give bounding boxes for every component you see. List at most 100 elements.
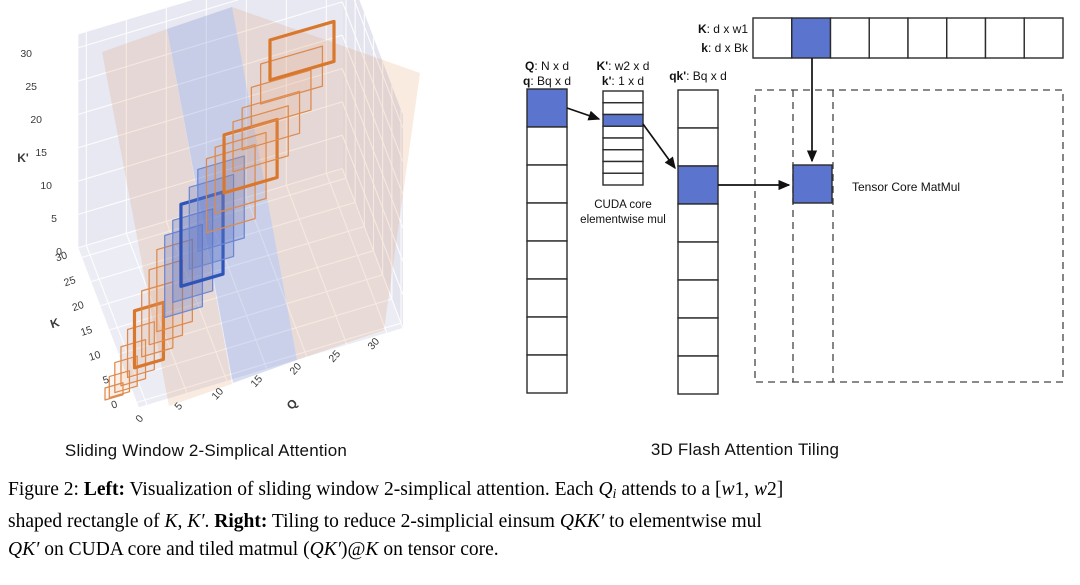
qk-column-cell <box>677 279 719 319</box>
caption-segment: , <box>177 511 188 532</box>
kprime-column-cell <box>602 125 644 139</box>
caption-segment: Tiling to reduce 2-simplicial einsum <box>267 511 560 532</box>
q-tick-label: 25 <box>326 348 343 365</box>
grid-line <box>78 168 343 249</box>
kprime-matrix-label-line2: k': 1 x d <box>602 74 644 88</box>
caption-segment: Q <box>598 479 613 500</box>
grid-line <box>205 209 268 370</box>
caption-segment: to elementwise mul <box>604 511 762 532</box>
tensor-core-matmul-label: Tensor Core MatMul <box>852 180 960 194</box>
kprime-column-cell <box>602 160 644 174</box>
grid-line <box>341 135 404 295</box>
figure-caption: Figure 2: Left: Visualization of sliding… <box>8 476 1074 564</box>
grid-line <box>78 34 343 115</box>
kprime-tick-label: 5 <box>51 213 57 225</box>
blue-attention-window <box>164 223 204 319</box>
grid-line <box>78 0 240 49</box>
caption-segment: K <box>164 511 178 532</box>
grid-line <box>341 101 404 262</box>
k-matrix-label-line1: K: d x w1 <box>698 22 748 36</box>
kprime-column-cell <box>602 149 644 163</box>
caption-line: QK′ on CUDA core and tiled matmul (QK′)@… <box>8 536 1074 564</box>
grid-line <box>78 68 343 149</box>
grid-line <box>325 173 388 334</box>
k-tick-label: 0 <box>110 398 119 411</box>
plot-right-wall <box>342 0 403 329</box>
k-tick-label: 20 <box>71 299 86 314</box>
caption-segment: . <box>204 511 215 532</box>
kprime-column-cell <box>602 113 644 127</box>
kprime-column-cell <box>602 102 644 116</box>
grid-line <box>341 35 404 195</box>
qk-column-cell <box>677 355 719 395</box>
caption-segment: w <box>721 479 735 500</box>
k-row-cell <box>868 17 909 59</box>
k-row-cell <box>752 17 793 59</box>
qk-column-cell <box>677 127 719 167</box>
qk-column-cell <box>677 203 719 243</box>
caption-segment: 2] <box>767 479 784 500</box>
kprime-tick-label: 10 <box>40 180 52 192</box>
caption-segment: Left: <box>83 479 125 500</box>
kprime-tick-label: 25 <box>25 81 37 93</box>
grid-line <box>81 177 347 258</box>
caption-segment: 1, <box>734 479 755 500</box>
caption-segment: i <box>612 486 617 502</box>
caption-segment: shaped rectangle of <box>8 511 165 532</box>
kprime-column-cell <box>602 172 644 186</box>
orange-span-plane-right <box>232 7 420 360</box>
caption-segment: )@ <box>340 539 366 560</box>
k-row-cell <box>1023 17 1064 59</box>
arrow-q-to-kprime <box>566 107 601 121</box>
caption-line: Figure 2: Left: Visualization of sliding… <box>8 476 1074 508</box>
grid-line <box>285 185 348 346</box>
orange-span-plane-left <box>102 29 232 406</box>
tiling-dashed-region <box>754 89 1064 383</box>
orange-attention-window <box>205 143 256 234</box>
caption-segment: on CUDA core and tiled matmul ( <box>39 539 310 560</box>
q-column-cell <box>526 202 568 242</box>
q-tick-label: 20 <box>287 361 304 378</box>
caption-segment: QK′ <box>8 539 40 560</box>
dataflow-arrows <box>566 58 818 191</box>
kprime-column-cell <box>602 137 644 151</box>
k-row-cell <box>829 17 870 59</box>
caption-segment: attends to a [ <box>616 479 722 500</box>
caption-segment: w <box>754 479 768 500</box>
cuda-core-label-line2: elementwise mul <box>580 214 666 226</box>
grid-line <box>100 226 365 307</box>
kprime-tick-label: 30 <box>20 48 32 60</box>
matrix-tiles <box>526 17 1064 395</box>
flash-attention-tiling-diagram: Q: N x d q: Bq x d K': w2 x d k': 1 x d … <box>523 17 1064 395</box>
grid-line <box>165 221 228 382</box>
qk-column-cell <box>677 89 719 129</box>
q-matrix-label-line2: q: Bq x d <box>523 74 571 88</box>
grid-line <box>353 0 404 129</box>
q-axis-label: Q <box>284 396 301 412</box>
blue-attention-window <box>188 173 235 270</box>
q-column-cell <box>526 88 568 128</box>
plot-gridlines <box>78 0 404 406</box>
caption-segment: QKK′ <box>559 511 605 532</box>
q-column-cell <box>526 316 568 356</box>
k-row-cell <box>946 17 987 59</box>
grid-line <box>245 197 308 358</box>
qk-column-cell <box>677 165 719 205</box>
kprime-column-cell <box>602 90 644 104</box>
qk-column-cell <box>677 317 719 357</box>
k-tick-label: 30 <box>54 249 69 264</box>
caption-segment: K′ <box>187 511 205 532</box>
k-tick-label: 10 <box>87 349 102 364</box>
qk-matrix-label: qk': Bq x d <box>669 69 727 83</box>
k-row-cell <box>907 17 948 59</box>
kprime-tick-label: 15 <box>35 147 47 159</box>
window-span-planes <box>102 7 420 406</box>
arrow-kprime-to-qk <box>642 123 676 170</box>
q-tick-label: 0 <box>133 413 146 425</box>
orange-attention-window <box>156 238 193 333</box>
caption-segment: K <box>365 539 379 560</box>
qk-column-cell <box>677 241 719 281</box>
caption-segment: Visualization of sliding window 2-simpli… <box>125 479 599 500</box>
